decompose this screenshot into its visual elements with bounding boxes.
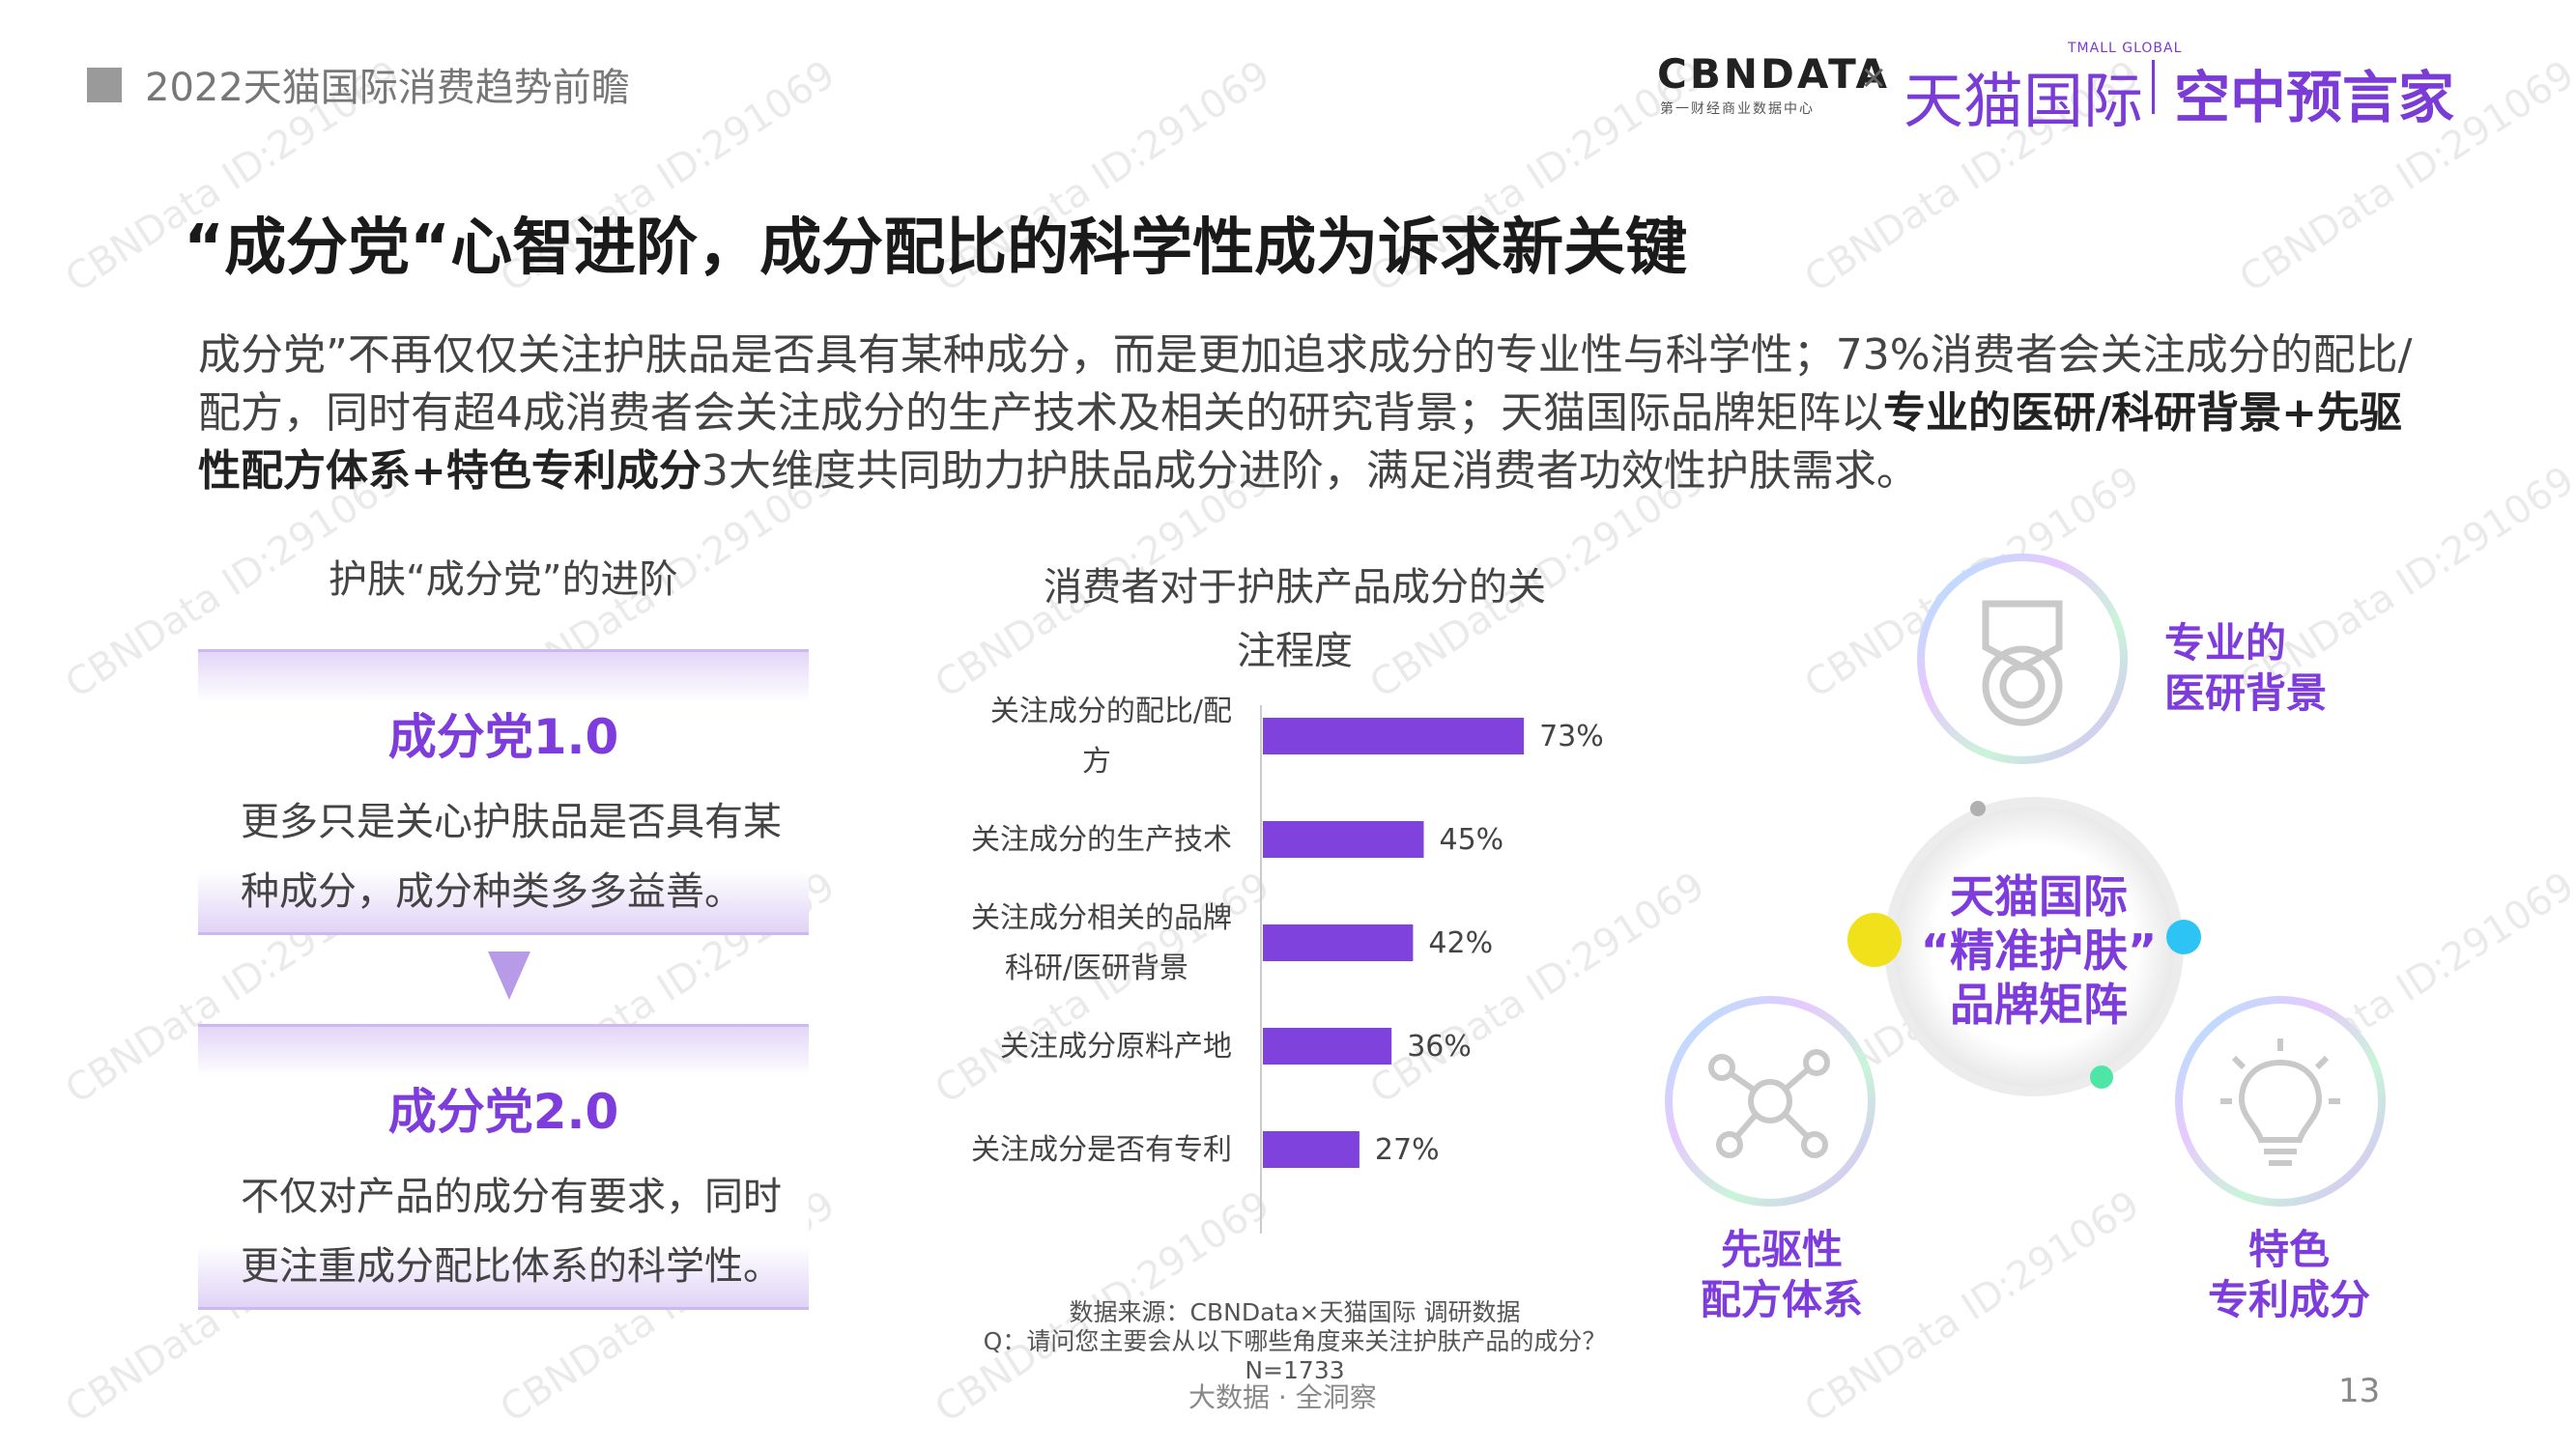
stage-1-text: 更多只是关心护肤品是否具有某种成分，成分种类多多益善。 xyxy=(241,800,782,914)
bar-value-label-0: 73% xyxy=(1539,720,1604,753)
stage-2-text: 不仅对产品的成分有要求，同时更注重成分配比体系的科学性。 xyxy=(241,1175,782,1289)
evolution-title: 护肤“成分党”的进阶 xyxy=(329,557,678,602)
center-label-line-1: 天猫国际 xyxy=(1950,870,2128,923)
patent-label-line-2: 专利成分 xyxy=(2208,1276,2371,1323)
source-line-1: 数据来源：CBNData×天猫国际 调研数据 xyxy=(1069,1298,1521,1326)
category-label-3-0: 关注成分原料产地 xyxy=(1000,1030,1232,1064)
kzyy-logo: 空中预言家 xyxy=(2174,65,2455,130)
page-number: 13 xyxy=(2338,1372,2381,1410)
bar-chart: 73% 关注成分的配比/配方 45% 关注成分的生产技术 42% 关注成分相关的品牌科研/… xyxy=(971,696,1604,1234)
category-label-2-0: 关注成分相关的品牌 xyxy=(971,901,1232,935)
category-label-4-0: 关注成分是否有专利 xyxy=(971,1133,1232,1167)
bar-3 xyxy=(1263,1028,1392,1065)
brand-matrix-diagram xyxy=(1665,554,2386,1207)
center-label-line-2: “精准护肤” xyxy=(1920,924,2158,977)
research-ring xyxy=(1917,554,2128,764)
bar-value-label-2: 42% xyxy=(1428,926,1493,960)
molecule-icon xyxy=(1708,1049,1830,1158)
logo-divider xyxy=(2152,60,2155,114)
formula-ring xyxy=(1665,996,1875,1207)
patent-label: 特色 专利成分 xyxy=(2208,1225,2370,1325)
research-label-line-1: 专业的 xyxy=(2164,619,2287,667)
center-label-line-3: 品牌矩阵 xyxy=(1950,979,2128,1031)
blue-dot xyxy=(2166,920,2201,954)
category-label-0-0: 关注成分的配比/配 xyxy=(990,696,1232,728)
stage-1-card: 成分党1.0 更多只是关心护肤品是否具有某种成分，成分种类多多益善。 xyxy=(198,649,809,935)
logo-separator: × xyxy=(1860,58,1888,97)
description-bold: 专业的医研/科研背景+先驱性配方体系+特色专利成分 xyxy=(198,388,2402,496)
description: 成分党”不再仅仅关注护肤品是否具有某种成分，而是更加追求成分的专业性与科学性；7… xyxy=(198,327,2420,500)
research-label-line-2: 医研背景 xyxy=(2164,669,2328,717)
bar-1 xyxy=(1263,821,1424,858)
medal-icon xyxy=(1982,600,2063,726)
description-text-2: 3大维度共同助力护肤品成分进阶，满足消费者功效性护肤需求。 xyxy=(701,446,1919,496)
arrow-down-icon xyxy=(488,952,530,1000)
bar-value-label-1: 45% xyxy=(1440,823,1504,857)
report-title: 2022天猫国际消费趋势前瞻 xyxy=(145,66,630,110)
formula-label-line-2: 配方体系 xyxy=(1701,1276,1864,1323)
category-label-2-1: 科研/医研背景 xyxy=(1005,952,1188,985)
cbndata-logo-subtitle: 第一财经商业数据中心 xyxy=(1660,101,1815,117)
gray-dot xyxy=(1970,801,1986,816)
bar-4 xyxy=(1263,1131,1360,1168)
category-label-0-1: 方 xyxy=(1082,745,1111,779)
bar-2 xyxy=(1263,924,1414,961)
source-sample-size: N=1733 xyxy=(1245,1356,1345,1384)
green-dot xyxy=(2090,1065,2113,1089)
yellow-dot xyxy=(1847,913,1902,967)
description-text-1: 成分党”不再仅仅关注护肤品是否具有某种成分，而是更加追求成分的专业性与科学性；7… xyxy=(198,330,2413,438)
stage-2-name: 成分党2.0 xyxy=(387,1084,619,1140)
bar-0 xyxy=(1263,718,1525,754)
bar-value-label-3: 36% xyxy=(1407,1030,1472,1064)
tmall-logo: 天猫国际 xyxy=(1903,66,2144,136)
cbndata-logo: CBNDATA xyxy=(1657,50,1890,98)
page-title: “成分党“心智进阶，成分配比的科学性成为诉求新关键 xyxy=(184,213,1688,284)
research-label: 专业的 医研背景 xyxy=(2164,618,2327,719)
patent-label-line-1: 特色 xyxy=(2248,1226,2331,1273)
center-label: 天猫国际 “精准护肤” 品牌矩阵 xyxy=(1894,869,2184,1032)
category-label-1-0: 关注成分的生产技术 xyxy=(971,823,1232,857)
footer-slogan: 大数据 · 全洞察 xyxy=(1188,1381,1377,1413)
stage-2-card: 成分党2.0 不仅对产品的成分有要求，同时更注重成分配比体系的科学性。 xyxy=(198,1024,809,1310)
header-square-icon xyxy=(87,68,122,102)
source-question: Q：请问您主要会从以下哪些角度来关注护肤产品的成分？ xyxy=(983,1327,1607,1355)
patent-ring xyxy=(2175,996,2386,1207)
lightbulb-icon xyxy=(2220,1038,2340,1166)
stage-1-name: 成分党1.0 xyxy=(387,709,619,765)
chart-title: 消费者对于护肤产品成分的关注程度 xyxy=(1044,565,1546,673)
formula-label-line-1: 先驱性 xyxy=(1721,1226,1844,1273)
tmall-global-logo-text: TMALL GLOBAL xyxy=(2068,41,2183,56)
data-source: 数据来源：CBNData×天猫国际 调研数据 Q：请问您主要会从以下哪些角度来关… xyxy=(966,1298,1623,1385)
formula-label: 先驱性 配方体系 xyxy=(1701,1225,1863,1325)
bar-value-label-4: 27% xyxy=(1375,1133,1440,1167)
